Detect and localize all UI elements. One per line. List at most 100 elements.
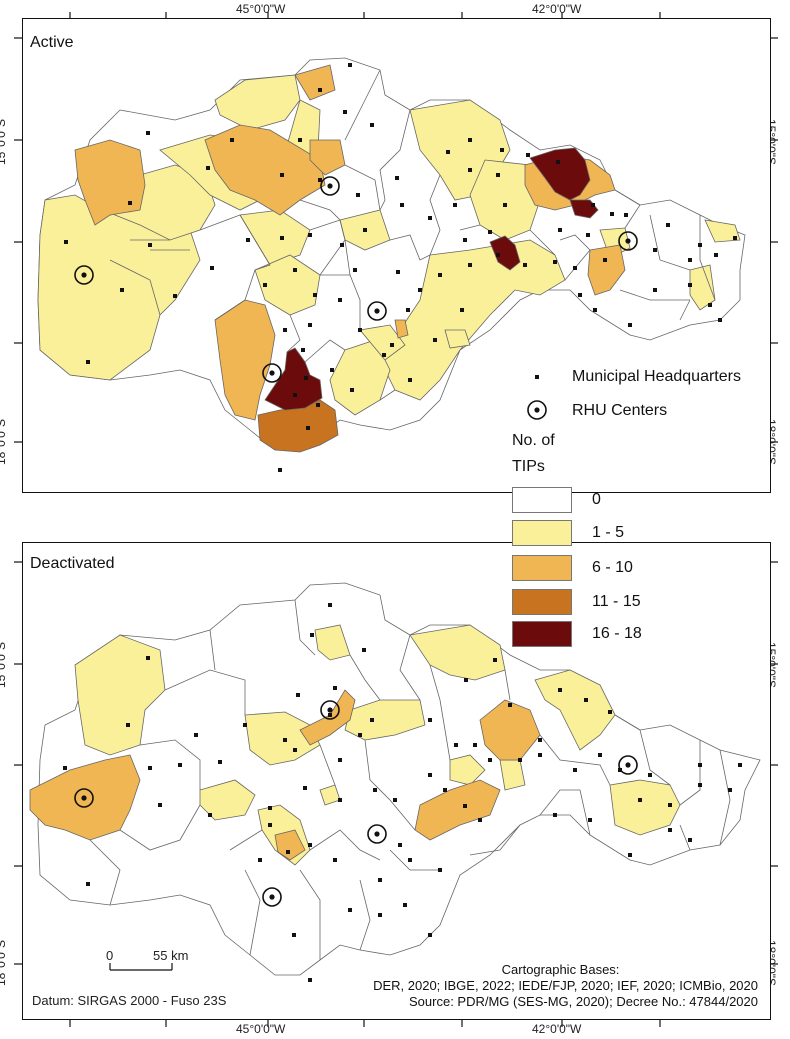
municipal-hq-marker (526, 153, 530, 157)
municipal-hq-marker (328, 713, 332, 717)
municipal-hq-marker (666, 223, 670, 227)
rhu-center-marker (320, 176, 340, 196)
municipal-hq-marker (728, 788, 732, 792)
municipal-hq-marker (378, 878, 382, 882)
municipal-hq-marker (468, 138, 472, 142)
municipal-hq-marker (428, 773, 432, 777)
municipal-hq-marker (714, 253, 718, 257)
municipal-hq-marker (708, 303, 712, 307)
rhu-center-marker (74, 788, 94, 808)
municipal-hq-marker (438, 868, 442, 872)
municipal-hq-marker (398, 843, 402, 847)
municipal-hq-marker (624, 213, 628, 217)
municipal-hq-marker (280, 173, 284, 177)
municipal-hq-marker (578, 293, 582, 297)
municipal-hq-marker (64, 240, 68, 244)
legend-label-4: 16 - 18 (592, 625, 642, 642)
municipal-headquarters-points (63, 63, 742, 982)
municipal-hq-marker (433, 338, 437, 342)
municipal-hq-marker (608, 710, 612, 714)
municipal-hq-marker (292, 933, 296, 937)
municipal-hq-marker (718, 318, 722, 322)
municipal-hq-marker (688, 258, 692, 262)
municipal-hq-marker (446, 150, 450, 154)
municipal-hq-marker (428, 718, 432, 722)
sources-line2: DER, 2020; IBGE, 2022; IEDE/FJP, 2020; I… (373, 978, 758, 993)
municipal-hq-marker (733, 236, 737, 240)
deactivated-panel-title: Deactivated (30, 555, 115, 572)
municipal-hq-marker (318, 88, 322, 92)
rhu-center-dot (269, 894, 275, 900)
municipal-hq-marker (573, 266, 577, 270)
municipal-hq-marker (393, 798, 397, 802)
sources-block: Cartographic Bases: DER, 2020; IBGE, 202… (373, 962, 758, 1010)
municipal-hq-marker (362, 648, 366, 652)
municipal-hq-marker (303, 786, 307, 790)
municipal-hq-marker (148, 766, 152, 770)
municipal-hq-marker (128, 201, 132, 205)
legend-tips-title-line1: No. of (512, 432, 555, 449)
municipal-hq-marker (293, 268, 297, 272)
municipal-hq-marker (308, 233, 312, 237)
municipal-hq-marker (558, 688, 562, 692)
municipal-hq-marker (356, 193, 360, 197)
municipal-hq-marker (653, 248, 657, 252)
municipal-hq-marker (591, 203, 595, 207)
municipal-hq-marker (328, 603, 332, 607)
municipal-hq-marker (310, 633, 314, 637)
municipal-hq-marker (698, 783, 702, 787)
municipal-hq-marker (598, 753, 602, 757)
rhu-center-marker (320, 700, 340, 720)
municipal-hq-marker (348, 908, 352, 912)
rhu-center-dot (374, 831, 380, 837)
legend-hq-symbol (535, 375, 539, 379)
municipal-hq-marker (218, 760, 222, 764)
legend-swatch-0 (512, 487, 572, 513)
municipal-hq-marker (268, 806, 272, 810)
municipal-hq-marker (350, 388, 354, 392)
legend-swatch-4 (512, 621, 572, 647)
legend-class-4: 16 - 18 (512, 621, 642, 647)
municipal-hq-marker (610, 212, 614, 216)
municipal-hq-marker (453, 203, 457, 207)
municipal-hq-marker (493, 658, 497, 662)
legend-tips-title-line2: TIPs (512, 458, 545, 475)
municipal-hq-marker (588, 818, 592, 822)
municipal-hq-marker (208, 813, 212, 817)
legend-municipal-hq: Municipal Headquarters (572, 368, 741, 386)
municipal-hq-marker (478, 818, 482, 822)
municipal-hq-marker (408, 378, 412, 382)
municipal-hq-marker (178, 763, 182, 767)
rhu-center-dot (327, 707, 333, 713)
lon-label-top-42w: 42°0'0"W (532, 2, 582, 16)
municipal-hq-marker (316, 403, 320, 407)
municipal-hq-marker (503, 203, 507, 207)
datum-text: Datum: SIRGAS 2000 - Fuso 23S (32, 993, 227, 1008)
municipal-hq-marker (460, 308, 464, 312)
municipal-hq-marker (308, 323, 312, 327)
rhu-center-dot (374, 308, 380, 314)
municipal-hq-marker (428, 216, 432, 220)
municipal-hq-marker (293, 393, 297, 397)
municipal-hq-marker (653, 288, 657, 292)
lon-label-top-45w: 45°0'0"W (236, 2, 286, 16)
municipal-hq-marker (638, 798, 642, 802)
municipal-hq-marker (648, 773, 652, 777)
municipal-hq-marker (558, 228, 562, 232)
legend-rhu-centers-label: RHU Centers (572, 402, 668, 419)
rhu-center-dot (81, 795, 87, 801)
municipal-hq-marker (146, 656, 150, 660)
municipal-hq-marker (268, 823, 272, 827)
municipal-hq-marker (553, 260, 557, 264)
municipal-hq-marker (370, 123, 374, 127)
municipal-hq-marker (301, 348, 305, 352)
municipal-hq-marker (296, 693, 300, 697)
municipal-hq-marker (146, 131, 150, 135)
municipal-hq-marker (263, 283, 267, 287)
municipal-hq-marker (243, 723, 247, 727)
municipal-hq-marker (304, 376, 308, 380)
municipal-hq-marker (373, 788, 377, 792)
municipal-hq-marker (340, 243, 344, 247)
municipal-hq-marker (668, 803, 672, 807)
municipal-hq-marker (258, 858, 262, 862)
